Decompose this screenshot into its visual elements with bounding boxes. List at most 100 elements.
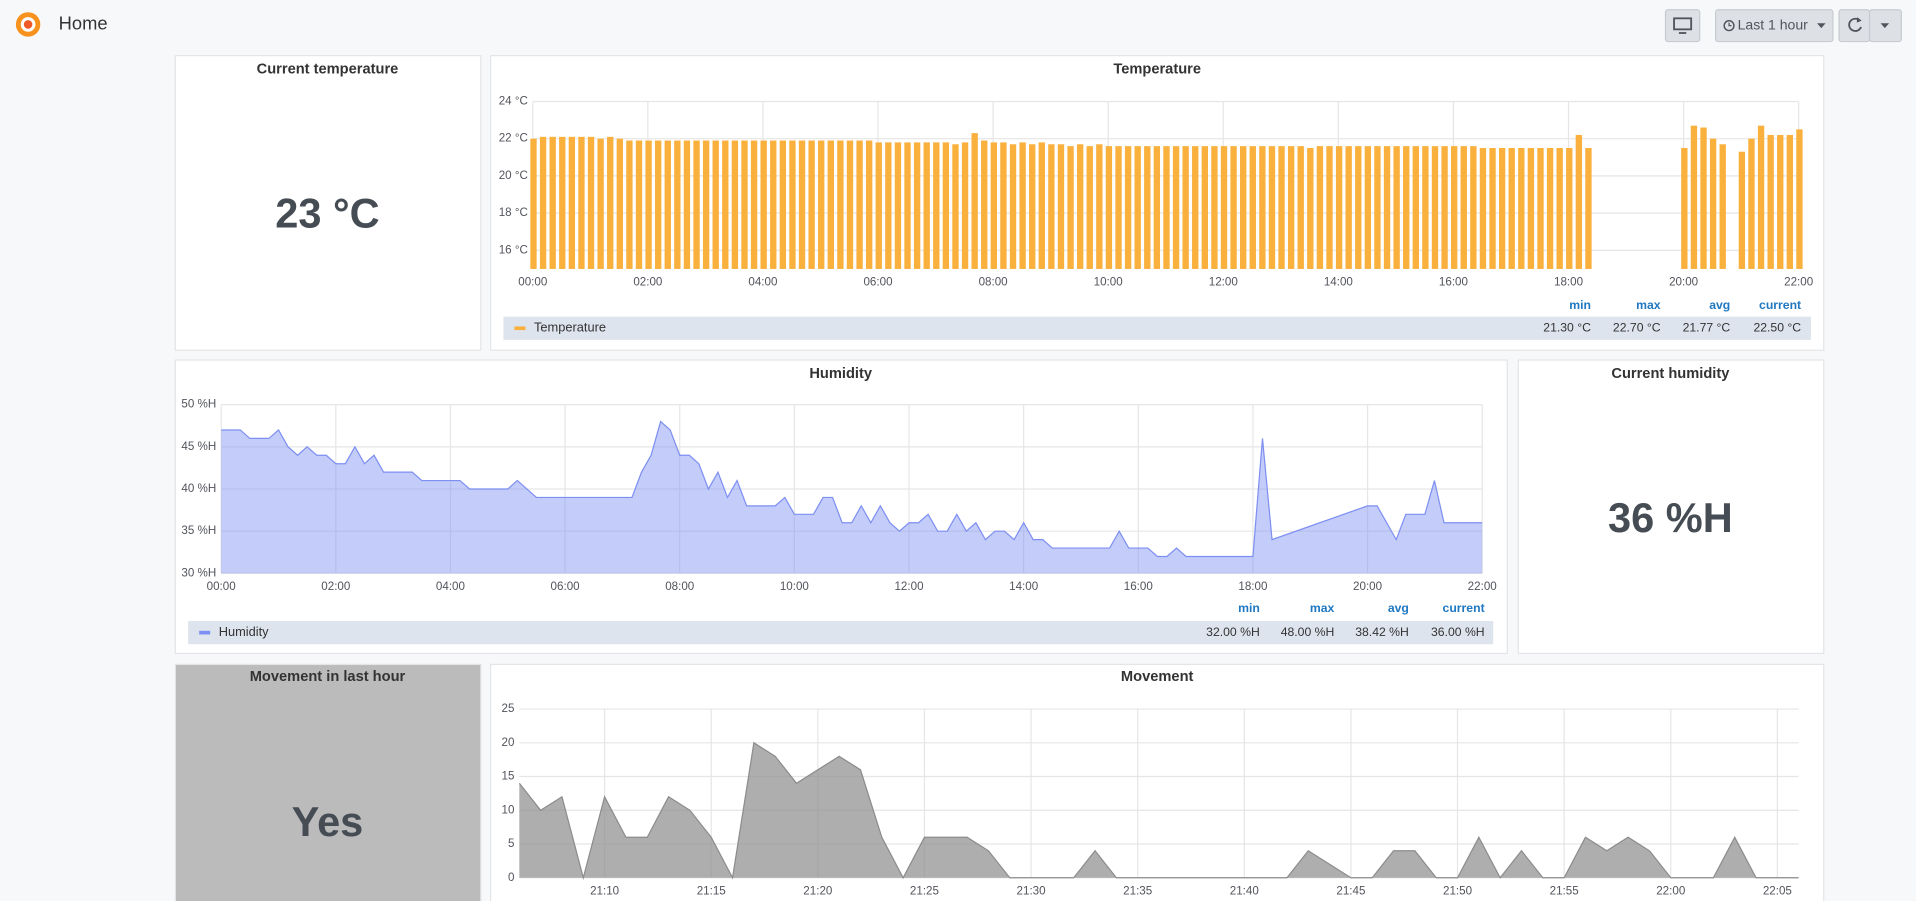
bar (1144, 146, 1151, 269)
bar (894, 142, 902, 269)
y-tick-label: 10 (502, 803, 515, 816)
area-line (518, 741, 1799, 881)
y-tick-label: 20 (502, 736, 515, 749)
bar (1307, 147, 1314, 269)
y-tick-label: 24 °C (499, 95, 528, 108)
x-tick-label: 21:55 (1550, 884, 1579, 897)
bar (1393, 146, 1400, 269)
y-tick-label: 45 %H (181, 440, 216, 453)
bar (1441, 146, 1448, 269)
legend-column-header: min (1569, 298, 1591, 312)
x-tick-label: 04:00 (436, 580, 465, 593)
bar (1364, 146, 1372, 269)
bar (865, 140, 873, 269)
legend-value: 32.00 %H (1206, 625, 1260, 639)
bar (1450, 146, 1458, 269)
x-tick-label: 18:00 (1238, 580, 1267, 593)
dashboard-title[interactable]: Home (59, 12, 108, 33)
bar (1163, 146, 1170, 269)
x-tick-label: 06:00 (863, 275, 892, 288)
bar (856, 140, 863, 269)
x-tick-label: 16:00 (1439, 275, 1468, 288)
legend-label: Humidity (219, 624, 269, 639)
panel (1517, 359, 1825, 655)
x-tick-label: 20:00 (1669, 275, 1698, 288)
bar (1786, 134, 1794, 269)
panel (174, 55, 482, 351)
x-tick-label: 20:00 (1353, 580, 1382, 593)
bar (837, 140, 844, 269)
x-tick-label: 18:00 (1554, 275, 1583, 288)
x-tick-label: 02:00 (321, 580, 350, 593)
bar (530, 138, 537, 269)
bar (1757, 125, 1765, 269)
x-tick-label: 08:00 (979, 275, 1008, 288)
legend-value: 48.00 %H (1281, 625, 1335, 639)
refresh-button[interactable] (1838, 9, 1871, 43)
bar (1345, 146, 1352, 269)
refresh-interval-button[interactable] (1868, 9, 1902, 43)
x-tick-label: 21:25 (910, 884, 939, 897)
bar (818, 140, 825, 269)
bar (1067, 146, 1074, 269)
bar (1230, 146, 1237, 269)
bar (1038, 142, 1045, 269)
time-range-button[interactable]: Last 1 hour (1714, 9, 1834, 43)
bar (578, 136, 585, 269)
bar (1460, 146, 1467, 269)
bar (587, 136, 595, 269)
y-tick-label: 18 °C (499, 206, 528, 219)
panel-title: Movement in last hour (250, 669, 406, 685)
bar (1076, 144, 1084, 269)
bar (1335, 146, 1343, 269)
bar (1518, 147, 1525, 269)
logo-core (23, 20, 33, 29)
bar (1777, 134, 1784, 269)
bar (1297, 146, 1304, 269)
bar (1748, 138, 1755, 269)
x-tick-label: 21:10 (590, 884, 619, 897)
legend-column-header: current (1443, 601, 1485, 615)
legend-value: 36.00 %H (1431, 625, 1485, 639)
stat-value: 23 °C (275, 189, 379, 236)
bar (1585, 147, 1592, 269)
x-tick-label: 22:00 (1468, 580, 1497, 593)
bar (1709, 138, 1717, 269)
bar (990, 142, 998, 269)
stat-value: 36 %H (1608, 494, 1733, 541)
bar (1700, 127, 1707, 269)
time-range-label: Last 1 hour (1738, 16, 1809, 32)
bar (1566, 147, 1573, 269)
legend-label: Temperature (534, 320, 606, 335)
bar (664, 140, 671, 269)
bar (741, 140, 748, 269)
x-tick-label: 21:40 (1230, 884, 1259, 897)
bar (731, 140, 739, 269)
bar (1412, 146, 1419, 269)
x-tick-label: 08:00 (665, 580, 694, 593)
legend-column-header: avg (1388, 601, 1409, 615)
tv-mode-button[interactable] (1664, 9, 1701, 43)
bar (961, 142, 969, 269)
bar (1211, 146, 1218, 269)
bar (693, 140, 700, 269)
x-tick-label: 10:00 (1094, 275, 1123, 288)
x-tick-label: 02:00 (633, 275, 662, 288)
bar (626, 140, 633, 269)
bar (607, 136, 614, 269)
bar (933, 142, 940, 269)
legend-value: 38.42 %H (1355, 625, 1409, 639)
legend-value: 21.77 °C (1683, 320, 1731, 334)
x-tick-label: 21:15 (697, 884, 726, 897)
bar (683, 140, 691, 269)
bar (635, 140, 643, 269)
y-tick-label: 40 %H (181, 482, 216, 495)
bar (923, 142, 930, 269)
area-fill (221, 421, 1483, 574)
grafana-logo[interactable] (15, 12, 41, 37)
y-tick-label: 50 %H (181, 398, 216, 411)
bar (616, 138, 623, 269)
bar (1201, 146, 1209, 269)
x-tick-label: 21:50 (1443, 884, 1472, 897)
